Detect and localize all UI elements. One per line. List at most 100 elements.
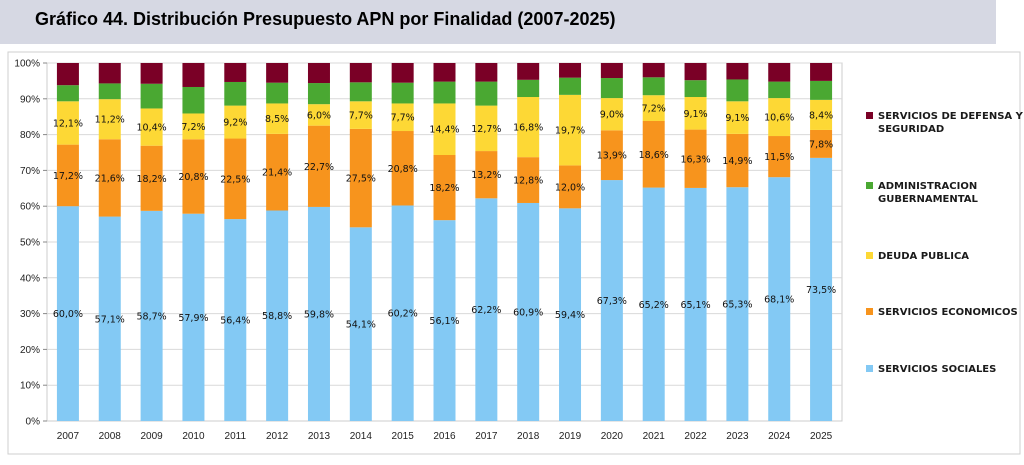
data-label: 12,0% [555, 182, 585, 193]
bar-deuda-publica [98, 99, 121, 140]
x-tick-label: 2017 [475, 431, 498, 442]
x-tick-label: 2008 [99, 431, 122, 442]
bar-servicios-economicos [810, 129, 833, 158]
bar-servicios-economicos [98, 139, 121, 217]
y-tick-label: 40% [20, 273, 40, 284]
bar-servicios-de-defensa-y-seguridad [140, 63, 163, 84]
bar-servicios-economicos [182, 139, 205, 214]
bar-deuda-publica [517, 97, 540, 158]
x-tick-label: 2011 [225, 431, 247, 442]
bar-servicios-sociales [517, 202, 540, 421]
bar-deuda-publica [349, 101, 372, 129]
data-label: 65,2% [639, 300, 669, 311]
bar-servicios-sociales [307, 206, 330, 421]
y-tick-label: 20% [20, 345, 40, 356]
data-label: 19,7% [555, 126, 585, 137]
bar-servicios-economicos [391, 131, 414, 206]
bar-deuda-publica [182, 113, 205, 140]
header-bar: Gráfico 44. Distribución Presupuesto APN… [0, 0, 996, 44]
data-label: 62,2% [471, 305, 501, 316]
x-tick-label: 2016 [433, 431, 456, 442]
bar-administracion-gubernamental [349, 82, 372, 102]
data-label: 57,9% [178, 313, 208, 324]
y-tick-label: 30% [20, 309, 40, 320]
chart-title: Gráfico 44. Distribución Presupuesto APN… [35, 9, 616, 29]
bar-servicios-sociales [559, 208, 582, 421]
data-label: 13,2% [471, 170, 501, 181]
bar-servicios-economicos [600, 130, 623, 181]
data-label: 54,1% [346, 320, 376, 331]
bar-servicios-de-defensa-y-seguridad [475, 63, 498, 82]
bar-servicios-de-defensa-y-seguridad [433, 63, 456, 82]
data-label: 8,4% [809, 110, 833, 121]
data-label: 11,2% [95, 115, 125, 126]
bar-servicios-de-defensa-y-seguridad [810, 63, 833, 81]
bar-administracion-gubernamental [559, 77, 582, 95]
bar-servicios-de-defensa-y-seguridad [600, 63, 623, 79]
data-label: 59,4% [555, 310, 585, 321]
data-label: 12,1% [53, 118, 83, 129]
bar-servicios-sociales [726, 187, 749, 421]
bars [56, 63, 833, 421]
data-label: 8,5% [265, 114, 289, 125]
x-tick-label: 2019 [559, 431, 582, 442]
bar-deuda-publica [56, 101, 79, 145]
bar-administracion-gubernamental [600, 78, 623, 99]
data-label: 12,7% [471, 124, 501, 135]
bar-servicios-sociales [600, 180, 623, 421]
legend-label: SERVICIOS DE DEFENSA Y [878, 111, 1024, 122]
bar-servicios-sociales [140, 210, 163, 421]
x-axis: 2007 2008 2009 2010 2011 2012 2013 2014 2015 2016… [57, 431, 833, 442]
bar-deuda-publica [224, 105, 247, 139]
bar-servicios-economicos [307, 125, 330, 207]
bar-servicios-de-defensa-y-seguridad [642, 63, 665, 78]
bar-servicios-sociales [349, 227, 372, 421]
data-label: 22,7% [304, 162, 334, 173]
data-label: 60,9% [513, 307, 543, 318]
data-label: 13,9% [597, 151, 627, 162]
data-label: 65,3% [722, 300, 752, 311]
bar-administracion-gubernamental [433, 81, 456, 104]
bar-deuda-publica [726, 101, 749, 134]
legend-swatch-servicios-de-defensa-y-seguridad [866, 112, 873, 119]
data-label: 57,1% [95, 314, 125, 325]
y-tick-label: 70% [20, 166, 40, 177]
y-tick-label: 0% [26, 417, 41, 428]
bar-servicios-sociales [810, 157, 833, 421]
bar-deuda-publica [810, 99, 833, 130]
bar-deuda-publica [475, 105, 498, 152]
bar-servicios-de-defensa-y-seguridad [559, 63, 582, 78]
bar-servicios-economicos [475, 151, 498, 199]
data-label: 14,4% [429, 125, 459, 136]
legend-swatch-deuda-publica [866, 252, 873, 259]
bar-deuda-publica [642, 95, 665, 121]
data-label: 58,8% [262, 311, 292, 322]
bar-servicios-economicos [433, 155, 456, 221]
data-label: 21,4% [262, 168, 292, 179]
x-tick-label: 2012 [266, 431, 289, 442]
data-label: 60,0% [53, 309, 83, 320]
data-label: 56,4% [220, 316, 250, 327]
data-label: 9,1% [683, 109, 707, 120]
legend-label: DEUDA PUBLICA [878, 251, 969, 262]
bar-administracion-gubernamental [810, 80, 833, 100]
bar-administracion-gubernamental [517, 79, 540, 98]
bar-deuda-publica [768, 98, 791, 137]
bar-servicios-de-defensa-y-seguridad [98, 63, 121, 84]
bar-administracion-gubernamental [182, 86, 205, 114]
bar-deuda-publica [559, 94, 582, 166]
bar-administracion-gubernamental [98, 83, 121, 100]
bar-servicios-sociales [684, 187, 707, 421]
data-label: 18,2% [429, 183, 459, 194]
x-tick-label: 2021 [643, 431, 666, 442]
bar-administracion-gubernamental [307, 83, 330, 105]
data-label: 17,2% [53, 171, 83, 182]
chart-frame [7, 51, 1021, 455]
bar-servicios-de-defensa-y-seguridad [182, 63, 205, 87]
bar-deuda-publica [684, 97, 707, 130]
legend-label: SERVICIOS SOCIALES [878, 364, 996, 375]
bar-deuda-publica [600, 98, 623, 131]
x-tick-label: 2007 [57, 431, 80, 442]
bar-servicios-sociales [182, 213, 205, 421]
